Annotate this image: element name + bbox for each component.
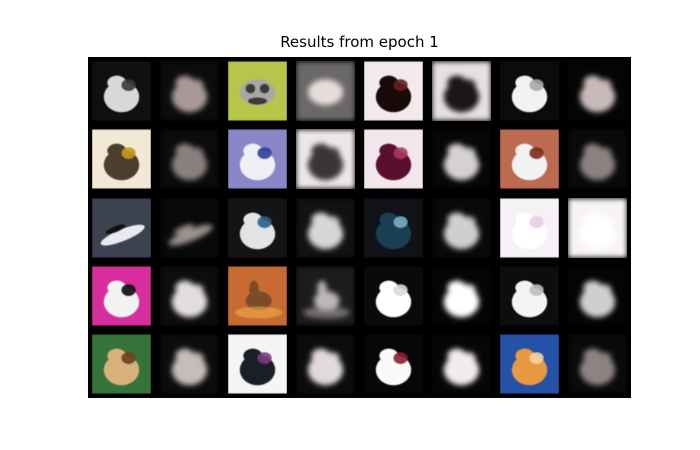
- reconstruction-image-graphic-r4-p4: [567, 266, 627, 326]
- reconstruction-image-graphic-r2-p3: [431, 129, 491, 189]
- original-image-graphic-r2-p3: [363, 129, 423, 189]
- original-image-graphic-r1-p2: [228, 61, 288, 121]
- reconstruction-image-graphic-r5-p2: [296, 334, 356, 394]
- reconstruction-image-r1-p4: [567, 61, 627, 121]
- reconstruction-image-graphic-r1-p1: [160, 61, 220, 121]
- original-image-r1-p2: [228, 61, 288, 121]
- figure-title: Results from epoch 1: [280, 33, 439, 51]
- reconstruction-image-r2-p2: [296, 129, 356, 189]
- original-image-graphic-r2-p4: [499, 129, 559, 189]
- reconstruction-image-r5-p2: [296, 334, 356, 394]
- reconstruction-image-r2-p3: [431, 129, 491, 189]
- original-image-graphic-r2-p2: [228, 129, 288, 189]
- original-image-graphic-r5-p4: [499, 334, 559, 394]
- original-image-graphic-r5-p3: [363, 334, 423, 394]
- reconstruction-image-graphic-r5-p3: [431, 334, 491, 394]
- original-image-graphic-r3-p1: [92, 198, 152, 257]
- original-image-r5-p3: [363, 334, 423, 394]
- reconstruction-image-r1-p2: [296, 61, 356, 121]
- original-image-graphic-r1-p4: [499, 61, 559, 121]
- original-image-r2-p1: [92, 129, 152, 189]
- reconstruction-image-r2-p4: [567, 129, 627, 189]
- reconstruction-image-r3-p3: [431, 198, 491, 258]
- original-image-graphic-r3-p4: [499, 198, 559, 257]
- original-image-graphic-r4-p4: [499, 266, 559, 326]
- reconstruction-image-r3-p2: [296, 198, 356, 258]
- original-image-graphic-r5-p2: [228, 334, 288, 394]
- reconstruction-image-r3-p4: [567, 198, 627, 258]
- original-image-r5-p2: [228, 334, 288, 394]
- original-image-r3-p1: [92, 198, 152, 258]
- original-image-graphic-r4-p1: [92, 266, 152, 326]
- original-image-r3-p4: [499, 198, 559, 258]
- original-image-r4-p1: [92, 266, 152, 326]
- reconstruction-image-r2-p1: [160, 129, 220, 189]
- reconstruction-image-r1-p1: [160, 61, 220, 121]
- original-image-r2-p3: [363, 129, 423, 189]
- reconstruction-image-r4-p2: [296, 266, 356, 326]
- reconstruction-image-r5-p4: [567, 334, 627, 394]
- reconstruction-image-r4-p3: [431, 266, 491, 326]
- reconstruction-image-graphic-r3-p1: [160, 198, 220, 257]
- reconstruction-image-r1-p3: [431, 61, 491, 121]
- reconstruction-image-graphic-r3-p2: [296, 198, 356, 257]
- reconstruction-image-r4-p1: [160, 266, 220, 326]
- reconstruction-image-graphic-r5-p1: [160, 334, 220, 394]
- original-image-r1-p1: [92, 61, 152, 121]
- reconstruction-image-r3-p1: [160, 198, 220, 258]
- reconstruction-image-r5-p3: [431, 334, 491, 394]
- reconstruction-image-graphic-r4-p2: [296, 266, 356, 326]
- original-image-graphic-r2-p1: [92, 129, 152, 189]
- original-image-graphic-r5-p1: [92, 334, 152, 394]
- original-image-graphic-r1-p3: [363, 61, 423, 121]
- original-image-r1-p3: [363, 61, 423, 121]
- reconstruction-image-graphic-r2-p2: [296, 129, 356, 189]
- reconstruction-image-graphic-r4-p1: [160, 266, 220, 326]
- original-image-graphic-r1-p1: [92, 61, 152, 121]
- reconstruction-image-graphic-r3-p4: [567, 198, 627, 257]
- reconstruction-image-graphic-r4-p3: [431, 266, 491, 326]
- original-image-r4-p3: [363, 266, 423, 326]
- original-image-r1-p4: [499, 61, 559, 121]
- original-image-graphic-r4-p3: [363, 266, 423, 326]
- original-image-r2-p2: [228, 129, 288, 189]
- original-image-graphic-r4-p2: [228, 266, 288, 326]
- reconstruction-image-graphic-r5-p4: [567, 334, 627, 394]
- reconstruction-image-graphic-r2-p1: [160, 129, 220, 189]
- original-image-graphic-r3-p2: [228, 198, 288, 257]
- reconstruction-image-r4-p4: [567, 266, 627, 326]
- original-image-r2-p4: [499, 129, 559, 189]
- reconstruction-image-r5-p1: [160, 334, 220, 394]
- original-image-graphic-r3-p3: [363, 198, 423, 257]
- reconstruction-image-graphic-r1-p3: [431, 61, 491, 121]
- original-image-r3-p3: [363, 198, 423, 258]
- reconstruction-image-graphic-r1-p2: [296, 61, 356, 121]
- reconstruction-image-graphic-r1-p4: [567, 61, 627, 121]
- image-grid: [88, 57, 631, 398]
- original-image-r3-p2: [228, 198, 288, 258]
- reconstruction-image-graphic-r3-p3: [431, 198, 491, 257]
- original-image-r4-p4: [499, 266, 559, 326]
- reconstruction-image-graphic-r2-p4: [567, 129, 627, 189]
- original-image-r5-p1: [92, 334, 152, 394]
- original-image-r4-p2: [228, 266, 288, 326]
- original-image-r5-p4: [499, 334, 559, 394]
